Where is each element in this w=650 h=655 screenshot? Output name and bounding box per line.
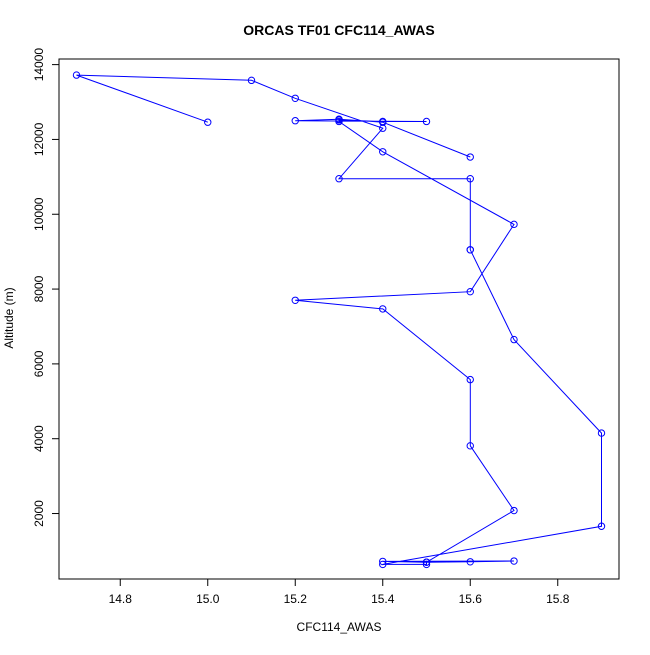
y-axis-label: Altitude (m) [2,287,16,348]
data-point [510,506,518,515]
data-point [335,175,343,183]
y-tick-label: 10000 [32,197,46,231]
data-point [510,335,518,344]
data-point [72,71,81,79]
data-point [247,76,256,85]
x-tick-label: 15.6 [459,592,483,606]
data-point [466,246,474,254]
y-tick-label: 6000 [32,350,46,377]
y-tick-label: 4000 [32,425,46,452]
x-tick-label: 15.2 [284,592,308,606]
chart-title: ORCAS TF01 CFC114_AWAS [243,22,434,38]
data-point [510,557,518,565]
data-point [597,429,606,437]
x-axis-label: CFC114_AWAS [297,620,382,634]
data-point [379,560,387,569]
data-point [466,558,474,566]
y-tick-label: 14000 [32,48,46,82]
plot-area: 14.8 15.0 15.2 15.4 15.6 15.8 2000 4000 6000 8000… [32,48,620,606]
x-tick-label: 15.4 [371,592,395,606]
data-point [466,153,474,161]
x-tick-label: 14.8 [109,592,133,606]
data-point [204,118,212,126]
data-point [291,94,299,102]
data-point [466,375,474,384]
data-point [422,558,431,566]
y-tick-label: 8000 [32,275,46,302]
series-line [76,74,602,565]
data-point [291,296,299,304]
data-point [466,287,474,296]
data-point [335,115,343,123]
x-tick-label: 15.0 [196,592,220,606]
data-point [379,148,387,156]
plot-frame [58,58,620,580]
data-point [379,557,387,566]
y-tick-label: 2000 [32,500,46,527]
data-point [466,175,474,183]
data-point [422,560,431,569]
data-point [510,220,518,229]
data-point [379,118,387,126]
y-tick-label: 12000 [32,122,46,156]
data-point [422,117,431,126]
data-point [379,305,387,313]
data-point [291,117,299,125]
x-tick-label: 15.8 [546,592,570,606]
data-point [466,442,474,450]
data-point [597,522,606,530]
